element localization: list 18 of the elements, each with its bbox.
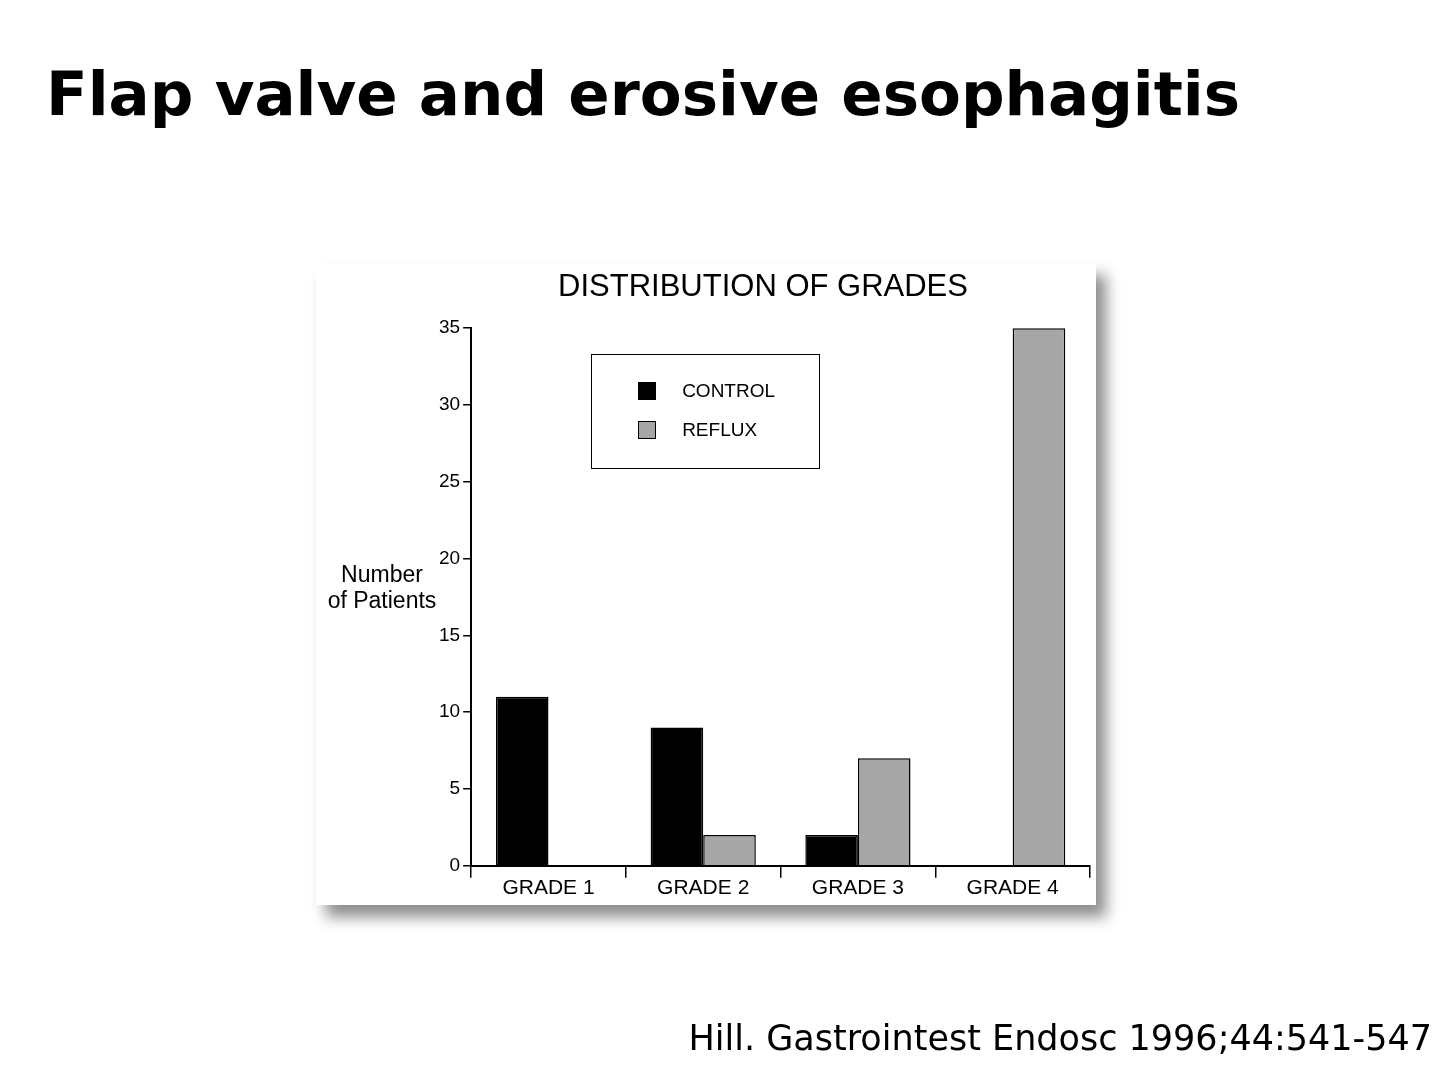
y-axis-title: Number of Patients (327, 561, 437, 613)
text: Hill. Gastrointest Endosc 1996;44:541-547 (688, 1018, 1432, 1058)
y-tick-label: 35 (438, 316, 461, 338)
legend-label: REFLUX (682, 419, 758, 442)
text: Flap valve and erosive esophagitis (46, 58, 1241, 129)
y-tick-label: 25 (438, 470, 461, 492)
y-tick-label: 20 (438, 546, 461, 568)
y-tick-label: 30 (438, 393, 461, 415)
y-tick-label: 10 (438, 700, 461, 722)
legend-label: CONTROL (682, 380, 776, 403)
y-tick-label: 15 (438, 623, 461, 645)
x-tick-label: GRADE 3 (811, 875, 905, 899)
chart-title: DISTRIBUTION OF GRADES (558, 268, 968, 304)
x-tick-label: GRADE 2 (657, 875, 750, 899)
y-tick-label: 0 (449, 854, 461, 876)
y-tick-label: 5 (449, 777, 461, 799)
x-tick-label: GRADE 1 (502, 875, 595, 899)
x-tick-label: GRADE 4 (966, 875, 1060, 899)
